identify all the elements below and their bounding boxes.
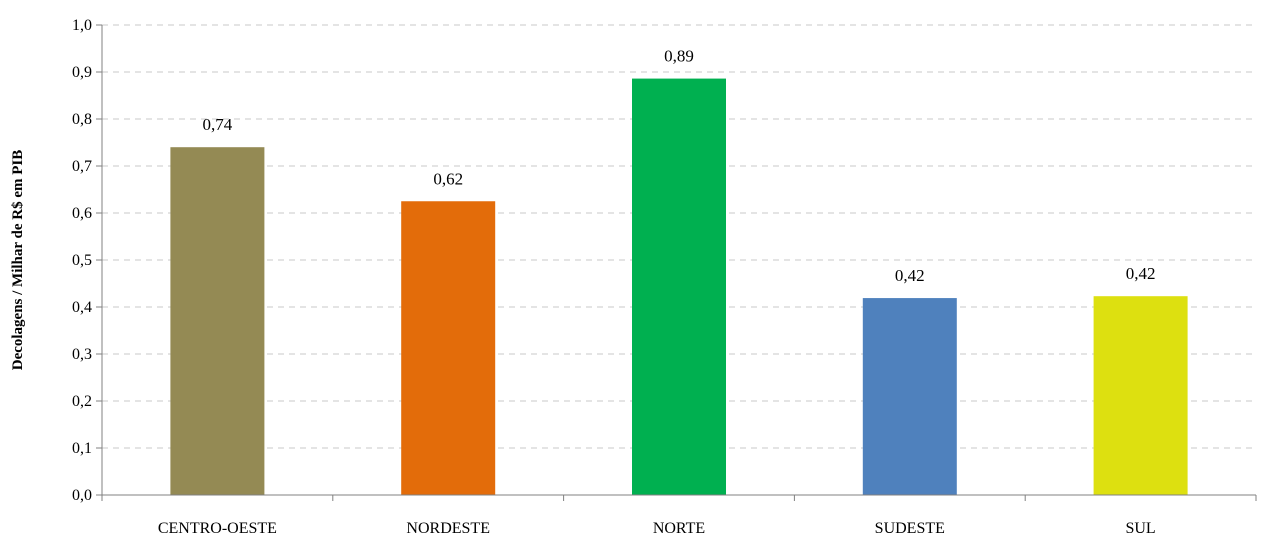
y-tick-label: 0,5 [72,252,92,269]
y-axis-ticks: 0,0 0,1 0,2 0,3 0,4 0,5 0,6 0,7 0,8 0,9 1,0 [72,17,102,504]
data-labels: 0,74 0,62 0,89 0,42 0,42 [203,47,1156,285]
data-label: 0,42 [1126,264,1156,283]
x-tick-label: SUDESTE [875,520,945,537]
y-axis-title: Decolagens / Milhar de R$ em PIB [10,150,26,371]
bar [862,298,957,495]
bar [401,201,496,495]
y-tick-label: 0,6 [72,205,92,222]
data-label: 0,62 [433,169,463,188]
bars [170,78,1188,495]
y-tick-label: 0,3 [72,346,92,363]
data-label: 0,74 [203,115,233,134]
data-label: 0,42 [895,266,925,285]
x-axis-labels: CENTRO-OESTE NORDESTE NORTE SUDESTE SUL [158,520,1156,537]
x-tick-label: NORTE [653,520,705,537]
y-tick-label: 0,0 [72,487,92,504]
y-tick-label: 1,0 [72,17,92,34]
x-tick-label: SUL [1125,520,1155,537]
y-tick-label: 0,4 [72,299,92,316]
y-tick-label: 0,7 [72,158,92,175]
y-tick-label: 0,1 [72,440,92,457]
x-tick-label: CENTRO-OESTE [158,520,277,537]
bar [1093,296,1188,495]
y-tick-label: 0,2 [72,393,92,410]
bar [170,147,265,495]
x-tick-label: NORDESTE [406,520,490,537]
y-tick-label: 0,8 [72,111,92,128]
y-tick-label: 0,9 [72,64,92,81]
data-label: 0,89 [664,47,694,66]
bar [632,78,726,495]
